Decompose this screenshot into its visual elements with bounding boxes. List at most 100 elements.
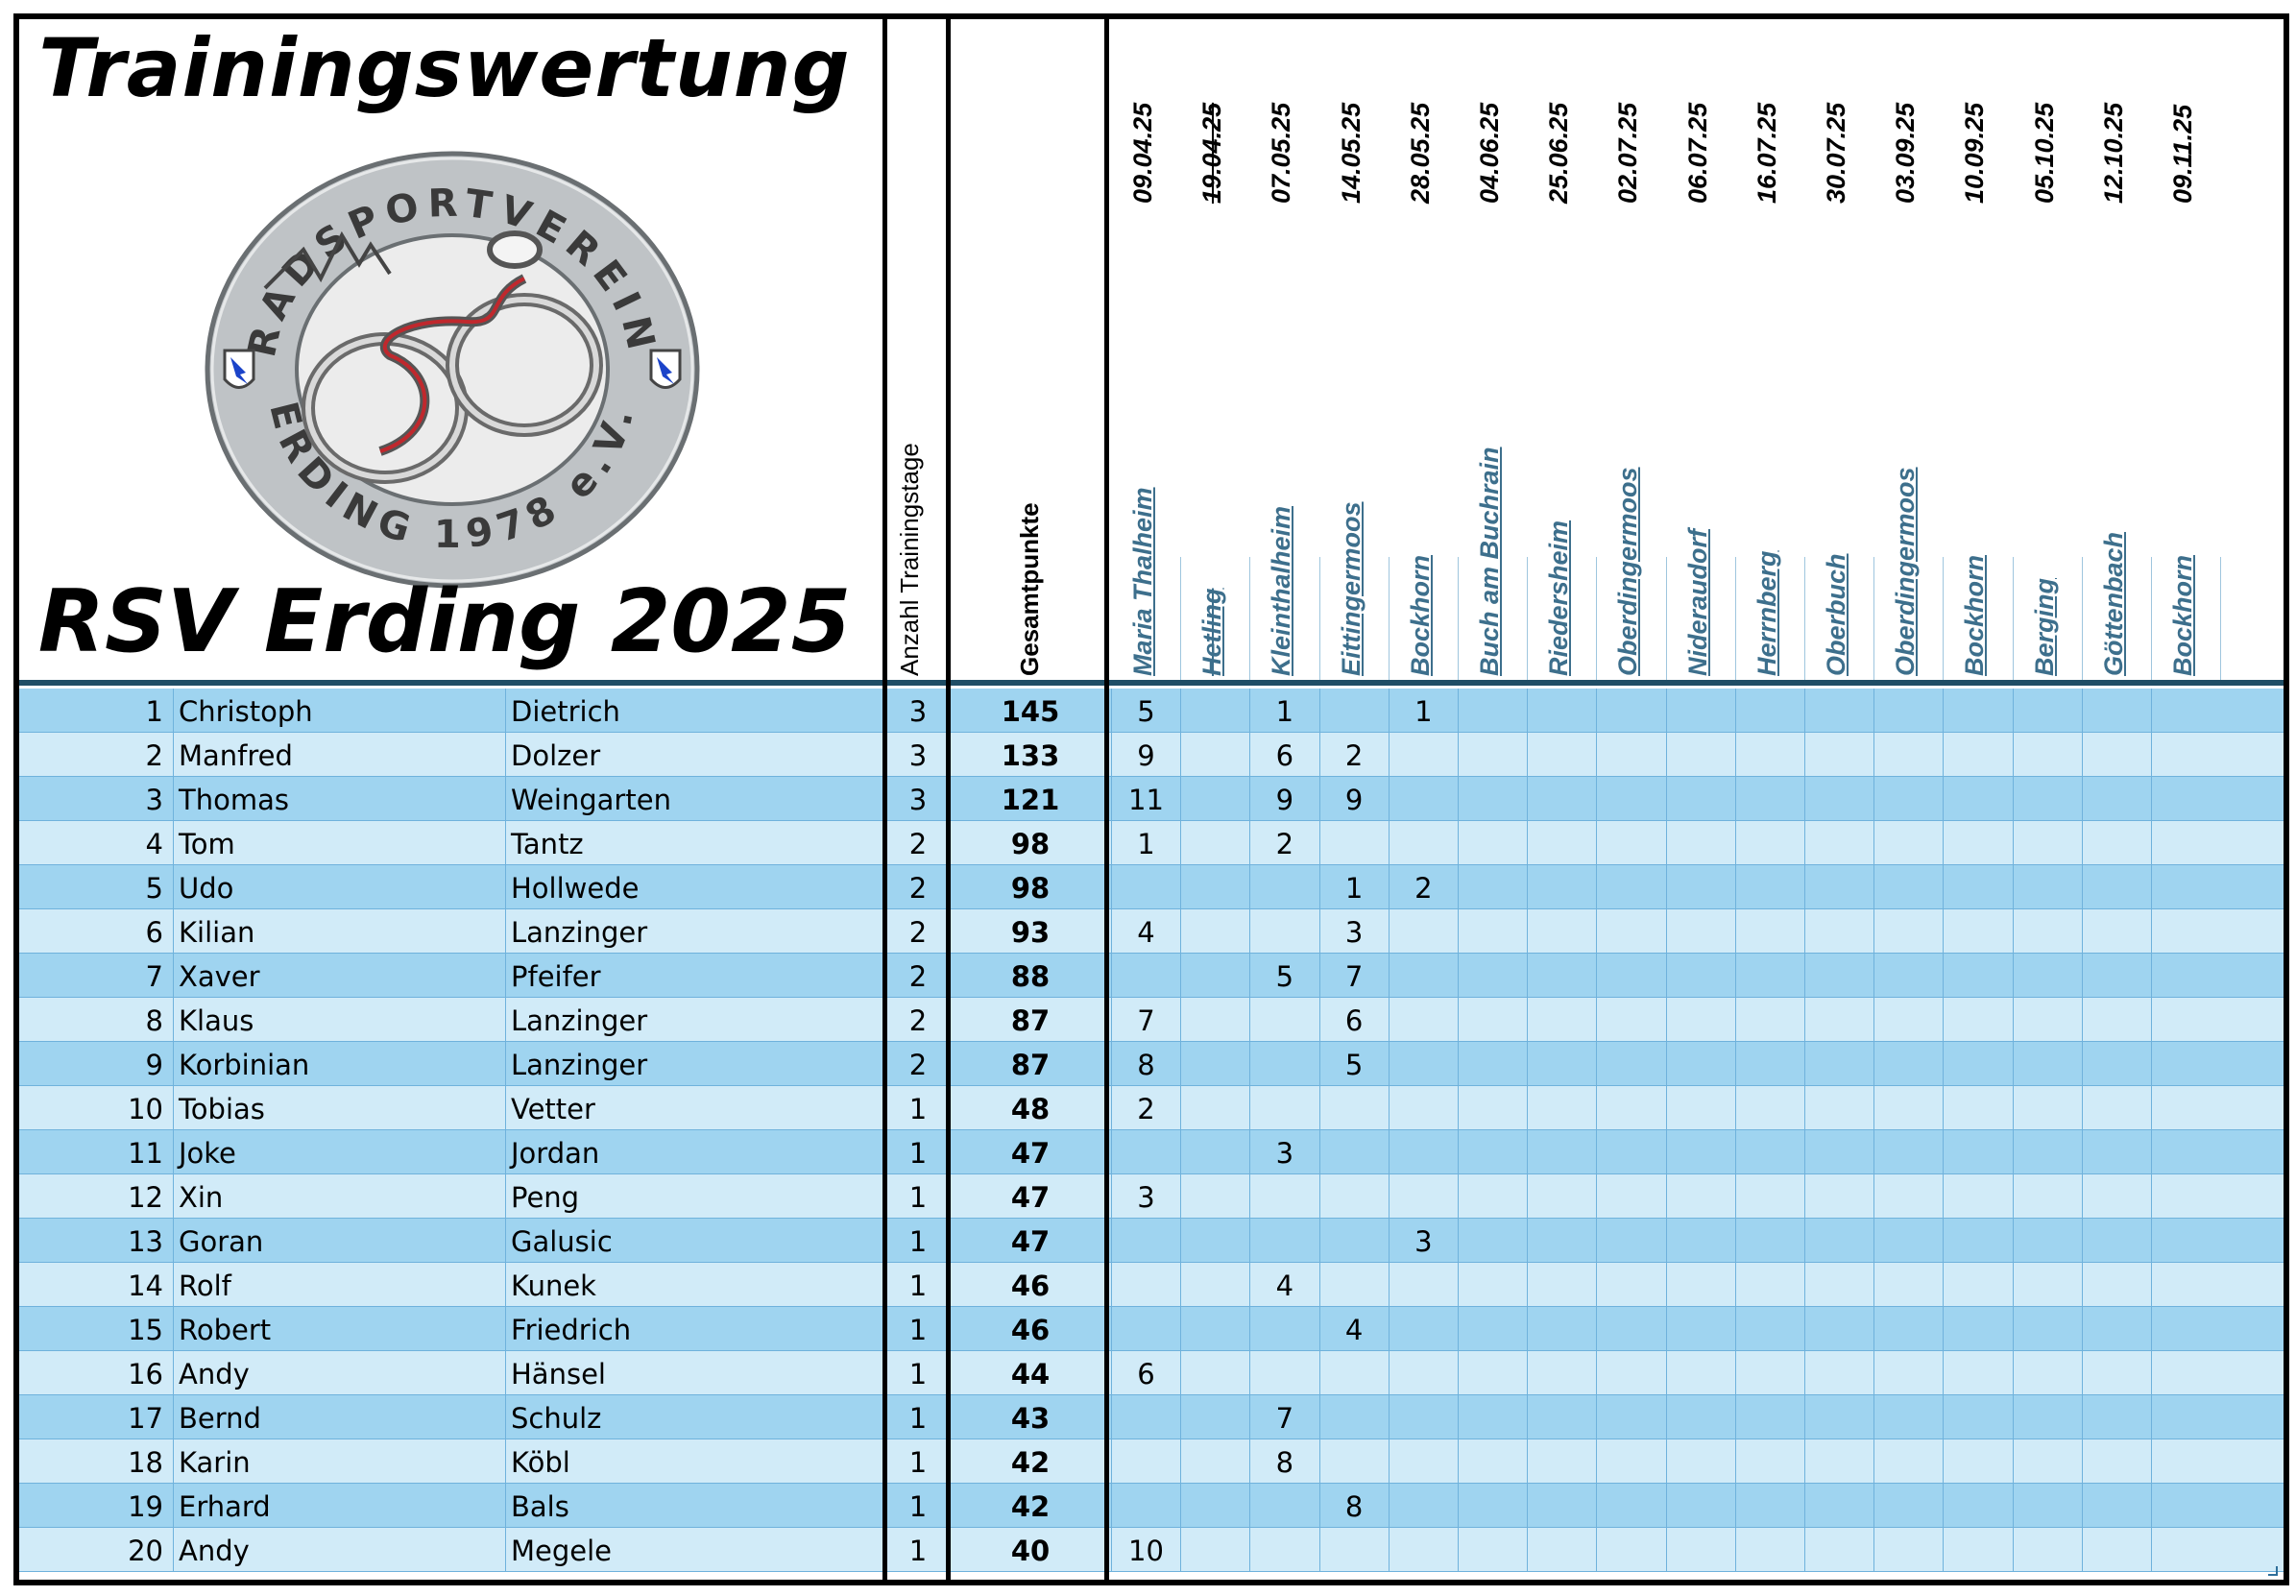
- score-cell[interactable]: [1734, 689, 1804, 733]
- score-cell[interactable]: [1458, 865, 1527, 909]
- score-cell[interactable]: [1318, 1174, 1389, 1219]
- score-cell[interactable]: [1665, 1263, 1735, 1307]
- session-location-link[interactable]: Riedersheim: [1544, 520, 1574, 676]
- score-cell[interactable]: [1111, 1307, 1180, 1351]
- score-cell[interactable]: [1180, 1351, 1249, 1395]
- score-cell[interactable]: [1804, 1130, 1873, 1174]
- total-points-cell[interactable]: 145: [1001, 695, 1060, 728]
- score-cell[interactable]: [1873, 821, 1943, 865]
- score-cell[interactable]: [2012, 1086, 2082, 1130]
- first-name-cell[interactable]: Karin: [179, 1446, 251, 1479]
- score-cell[interactable]: [1318, 1351, 1389, 1395]
- score-cell[interactable]: [1943, 1351, 2012, 1395]
- last-name-cell[interactable]: Dietrich: [511, 695, 620, 728]
- rank-cell[interactable]: 13: [128, 1225, 163, 1258]
- score-cell[interactable]: [2081, 733, 2151, 777]
- total-points-cell[interactable]: 121: [1001, 784, 1060, 816]
- score-cell[interactable]: [2151, 1439, 2220, 1484]
- score-cell[interactable]: [1458, 1395, 1527, 1439]
- last-name-cell[interactable]: Pfeifer: [511, 960, 601, 993]
- score-cell[interactable]: [2151, 1263, 2220, 1307]
- score-cell[interactable]: [1527, 1395, 1596, 1439]
- score-cell[interactable]: 7: [1111, 998, 1180, 1042]
- score-cell[interactable]: [1527, 733, 1596, 777]
- score-cell[interactable]: [1111, 1439, 1180, 1484]
- score-cell[interactable]: [1734, 777, 1804, 821]
- score-cell[interactable]: [1873, 689, 1943, 733]
- last-name-cell[interactable]: Hollwede: [511, 872, 640, 905]
- score-cell[interactable]: [2012, 1307, 2082, 1351]
- training-days-cell[interactable]: 2: [908, 828, 928, 860]
- first-name-cell[interactable]: Andy: [179, 1535, 250, 1567]
- rank-cell[interactable]: 16: [128, 1358, 163, 1390]
- last-name-cell[interactable]: Friedrich: [511, 1314, 632, 1346]
- session-location-link[interactable]: Nideraudorf: [1682, 528, 1712, 676]
- training-days-cell[interactable]: 2: [908, 960, 928, 993]
- score-cell[interactable]: [1458, 1174, 1527, 1219]
- training-days-cell[interactable]: 1: [908, 1225, 928, 1258]
- score-cell[interactable]: [1943, 909, 2012, 954]
- score-cell[interactable]: [1458, 821, 1527, 865]
- score-cell[interactable]: [1665, 1395, 1735, 1439]
- score-cell[interactable]: [1804, 1174, 1873, 1219]
- score-cell[interactable]: [1734, 1263, 1804, 1307]
- score-cell[interactable]: 8: [1111, 1042, 1180, 1086]
- score-cell[interactable]: [2081, 1395, 2151, 1439]
- score-cell[interactable]: 4: [1249, 1263, 1318, 1307]
- score-cell[interactable]: [1318, 821, 1389, 865]
- score-cell[interactable]: [1180, 1174, 1249, 1219]
- score-cell[interactable]: [1873, 1219, 1943, 1263]
- score-cell[interactable]: [1458, 1042, 1527, 1086]
- score-cell[interactable]: [1804, 1086, 1873, 1130]
- score-cell[interactable]: [1388, 1395, 1458, 1439]
- score-cell[interactable]: [1596, 909, 1665, 954]
- score-cell[interactable]: [1873, 1528, 1943, 1572]
- score-cell[interactable]: [1180, 1528, 1249, 1572]
- score-cell[interactable]: [2081, 777, 2151, 821]
- training-days-cell[interactable]: 1: [908, 1181, 928, 1214]
- first-name-cell[interactable]: Thomas: [179, 784, 289, 816]
- score-cell[interactable]: [1596, 998, 1665, 1042]
- score-cell[interactable]: [1943, 733, 2012, 777]
- last-name-cell[interactable]: Kunek: [511, 1270, 596, 1302]
- score-cell[interactable]: [2081, 1174, 2151, 1219]
- training-days-cell[interactable]: 1: [908, 1402, 928, 1435]
- score-cell[interactable]: [1804, 909, 1873, 954]
- training-days-cell[interactable]: 1: [908, 1093, 928, 1125]
- training-days-cell[interactable]: 2: [908, 1004, 928, 1037]
- score-cell[interactable]: [1388, 1086, 1458, 1130]
- total-points-cell[interactable]: 87: [1010, 1004, 1051, 1037]
- score-cell[interactable]: 5: [1249, 954, 1318, 998]
- score-cell[interactable]: [1943, 1130, 2012, 1174]
- score-cell[interactable]: [2012, 1528, 2082, 1572]
- score-cell[interactable]: [1665, 1439, 1735, 1484]
- score-cell[interactable]: [2151, 777, 2220, 821]
- score-cell[interactable]: [1734, 1439, 1804, 1484]
- first-name-cell[interactable]: Erhard: [179, 1490, 271, 1523]
- score-cell[interactable]: [1527, 1086, 1596, 1130]
- score-cell[interactable]: [1943, 1086, 2012, 1130]
- rank-cell[interactable]: 17: [128, 1402, 163, 1435]
- session-location-link[interactable]: Bockhorn: [2168, 554, 2197, 676]
- score-cell[interactable]: [1388, 1042, 1458, 1086]
- score-cell[interactable]: [1388, 1528, 1458, 1572]
- total-points-cell[interactable]: 133: [1001, 739, 1060, 772]
- score-cell[interactable]: [1596, 1130, 1665, 1174]
- last-name-cell[interactable]: Schulz: [511, 1402, 602, 1435]
- rank-cell[interactable]: 11: [128, 1137, 163, 1170]
- score-cell[interactable]: [1596, 1351, 1665, 1395]
- rank-cell[interactable]: 2: [145, 739, 163, 772]
- score-cell[interactable]: 2: [1249, 821, 1318, 865]
- score-cell[interactable]: [1180, 865, 1249, 909]
- last-name-cell[interactable]: Tantz: [511, 828, 584, 860]
- score-cell[interactable]: [2151, 1174, 2220, 1219]
- score-cell[interactable]: [2012, 1042, 2082, 1086]
- session-location-link[interactable]: Herrnberg: [1752, 550, 1781, 676]
- total-points-cell[interactable]: 46: [1010, 1314, 1051, 1346]
- score-cell[interactable]: [1458, 1351, 1527, 1395]
- first-name-cell[interactable]: Goran: [179, 1225, 264, 1258]
- score-cell[interactable]: [1388, 909, 1458, 954]
- session-location-link[interactable]: Hetling: [1197, 588, 1227, 677]
- rank-cell[interactable]: 6: [145, 916, 163, 949]
- score-cell[interactable]: [1111, 1484, 1180, 1528]
